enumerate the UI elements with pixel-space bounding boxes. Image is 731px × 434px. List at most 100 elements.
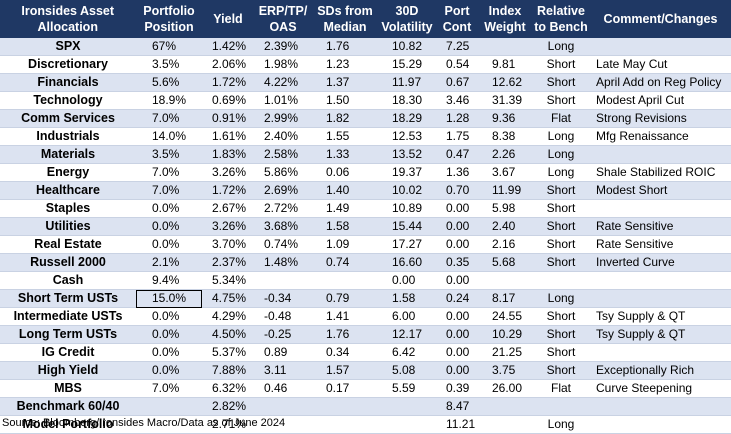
cell-sds-from-median: 1.50 [312, 91, 378, 110]
cell-portfolio-position: 2.1% [136, 253, 202, 272]
table-row: IG Credit 0.0% 5.37% 0.89 0.34 6.42 0.00 21.25 S… [0, 343, 731, 362]
table-row: Financials 5.6% 1.72% 4.22% 1.37 11.97 0.67 12.… [0, 73, 731, 92]
cell-30d-volatility [378, 415, 436, 434]
cell-port-cont: 0.00 [436, 199, 478, 218]
cell-yield: 0.91% [202, 109, 254, 128]
cell-port-cont: 0.24 [436, 289, 478, 308]
header-yield: Yield [202, 0, 255, 38]
table-row: SPX 67% 1.42% 2.39% 1.76 10.82 7.25 Long [0, 38, 731, 56]
cell-port-cont: 1.75 [436, 127, 478, 146]
cell-comment: Rate Sensitive [590, 217, 731, 236]
cell-index-weight: 31.39 [478, 91, 532, 110]
cell-index-weight: 12.62 [478, 73, 532, 92]
cell-relative-to-bench: Short [532, 343, 590, 362]
cell-index-weight: 3.67 [478, 163, 532, 182]
cell-asset-name: IG Credit [0, 343, 136, 362]
cell-relative-to-bench: Long [532, 415, 590, 434]
cell-erp-tp-oas: 0.89 [254, 343, 312, 362]
cell-asset-name: Model Portfolio [0, 415, 136, 434]
cell-portfolio-position: 0.0% [136, 217, 202, 236]
cell-portfolio-position: 18.9% [136, 91, 202, 110]
cell-relative-to-bench: Short [532, 199, 590, 218]
cell-erp-tp-oas: 2.40% [254, 127, 312, 146]
cell-erp-tp-oas [254, 271, 312, 290]
table-body: SPX 67% 1.42% 2.39% 1.76 10.82 7.25 Long Discret… [0, 38, 731, 434]
cell-portfolio-position: 14.0% [136, 127, 202, 146]
cell-yield: 4.50% [202, 325, 254, 344]
cell-comment: Modest April Cut [590, 91, 731, 110]
cell-index-weight: 8.17 [478, 289, 532, 308]
cell-sds-from-median: 1.37 [312, 73, 378, 92]
cell-portfolio-position: 0.0% [136, 361, 202, 380]
cell-comment: April Add on Reg Policy [590, 73, 731, 92]
cell-relative-to-bench: Flat [532, 379, 590, 398]
cell-asset-name: Energy [0, 163, 136, 182]
table-row: Discretionary 3.5% 2.06% 1.98% 1.23 15.29 0.54… [0, 55, 731, 74]
cell-comment: Modest Short [590, 181, 731, 200]
table-row: Industrials 14.0% 1.61% 2.40% 1.55 12.53 1.75 8… [0, 127, 731, 146]
header-asset-allocation: Ironsides Asset Allocation [0, 0, 137, 38]
cell-portfolio-position: 5.6% [136, 73, 202, 92]
cell-asset-name: Intermediate USTs [0, 307, 136, 326]
cell-yield: 1.61% [202, 127, 254, 146]
cell-comment [590, 397, 731, 416]
cell-port-cont: 0.00 [436, 271, 478, 290]
cell-comment [590, 38, 731, 56]
cell-sds-from-median: 1.58 [312, 217, 378, 236]
cell-yield: 4.29% [202, 307, 254, 326]
cell-30d-volatility: 13.52 [378, 145, 436, 164]
cell-relative-to-bench: Long [532, 163, 590, 182]
cell-port-cont: 8.47 [436, 397, 478, 416]
cell-yield: 2.71% [202, 415, 254, 434]
cell-30d-volatility: 6.42 [378, 343, 436, 362]
cell-30d-volatility: 15.44 [378, 217, 436, 236]
cell-30d-volatility: 10.02 [378, 181, 436, 200]
cell-30d-volatility: 10.89 [378, 199, 436, 218]
cell-portfolio-position: 3.5% [136, 55, 202, 74]
cell-sds-from-median: 1.82 [312, 109, 378, 128]
table-row: Intermediate USTs 0.0% 4.29% -0.48 1.41 6.00 0… [0, 307, 731, 326]
cell-portfolio-position: 7.0% [136, 109, 202, 128]
cell-sds-from-median: 1.09 [312, 235, 378, 254]
cell-comment: Exceptionally Rich [590, 361, 731, 380]
cell-asset-name: Real Estate [0, 235, 136, 254]
cell-port-cont: 0.47 [436, 145, 478, 164]
cell-port-cont: 7.25 [436, 38, 478, 56]
cell-sds-from-median [312, 397, 378, 416]
cell-erp-tp-oas: 2.39% [254, 38, 312, 56]
cell-port-cont: 0.00 [436, 307, 478, 326]
cell-30d-volatility: 17.27 [378, 235, 436, 254]
header-30d-volatility: 30D Volatility [378, 0, 437, 38]
cell-sds-from-median: 1.76 [312, 325, 378, 344]
cell-index-weight: 26.00 [478, 379, 532, 398]
cell-index-weight: 8.38 [478, 127, 532, 146]
cell-comment: Tsy Supply & QT [590, 307, 731, 326]
cell-30d-volatility: 19.37 [378, 163, 436, 182]
cell-comment: Rate Sensitive [590, 235, 731, 254]
cell-30d-volatility: 6.00 [378, 307, 436, 326]
cell-erp-tp-oas: 2.58% [254, 145, 312, 164]
cell-port-cont: 0.00 [436, 235, 478, 254]
cell-portfolio-position: 7.0% [136, 379, 202, 398]
cell-asset-name: High Yield [0, 361, 136, 380]
cell-index-weight [478, 397, 532, 416]
table-row: Model Portfolio 2.71% 11.21 Long [0, 415, 731, 434]
cell-asset-name: MBS [0, 379, 136, 398]
cell-erp-tp-oas: 1.01% [254, 91, 312, 110]
cell-asset-name: Short Term USTs [0, 289, 136, 308]
cell-portfolio-position: 67% [136, 38, 202, 56]
cell-sds-from-median: 0.06 [312, 163, 378, 182]
cell-index-weight: 5.98 [478, 199, 532, 218]
cell-port-cont: 0.39 [436, 379, 478, 398]
cell-port-cont: 3.46 [436, 91, 478, 110]
cell-portfolio-position: 7.0% [136, 163, 202, 182]
cell-index-weight: 11.99 [478, 181, 532, 200]
header-portfolio-position: Portfolio Position [136, 0, 203, 38]
cell-yield: 1.83% [202, 145, 254, 164]
cell-sds-from-median: 0.17 [312, 379, 378, 398]
cell-comment [590, 289, 731, 308]
cell-yield: 2.82% [202, 397, 254, 416]
cell-port-cont: 0.67 [436, 73, 478, 92]
cell-relative-to-bench: Long [532, 127, 590, 146]
cell-sds-from-median: 1.23 [312, 55, 378, 74]
